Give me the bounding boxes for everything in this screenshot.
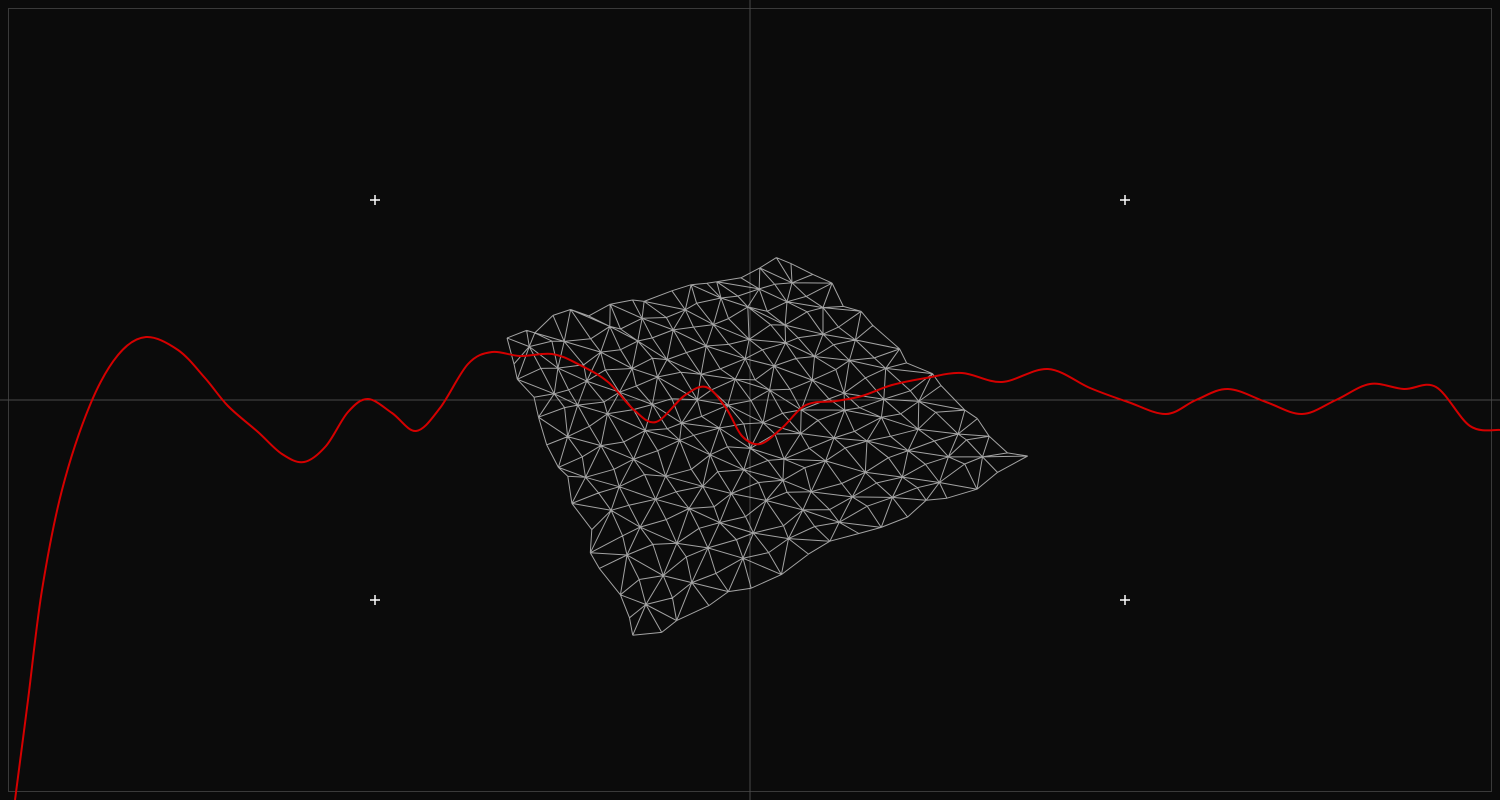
terrain-wireframe-mesh [506,257,1028,636]
mesh-edges [506,257,1028,636]
crosshair-plus-icon [1120,195,1130,205]
crosshair-markers [370,195,1130,605]
crosshair-plus-icon [370,195,380,205]
crosshair-plus-icon [370,595,380,605]
crosshair-plus-icon [1120,595,1130,605]
red-wave-curve [14,335,1500,800]
